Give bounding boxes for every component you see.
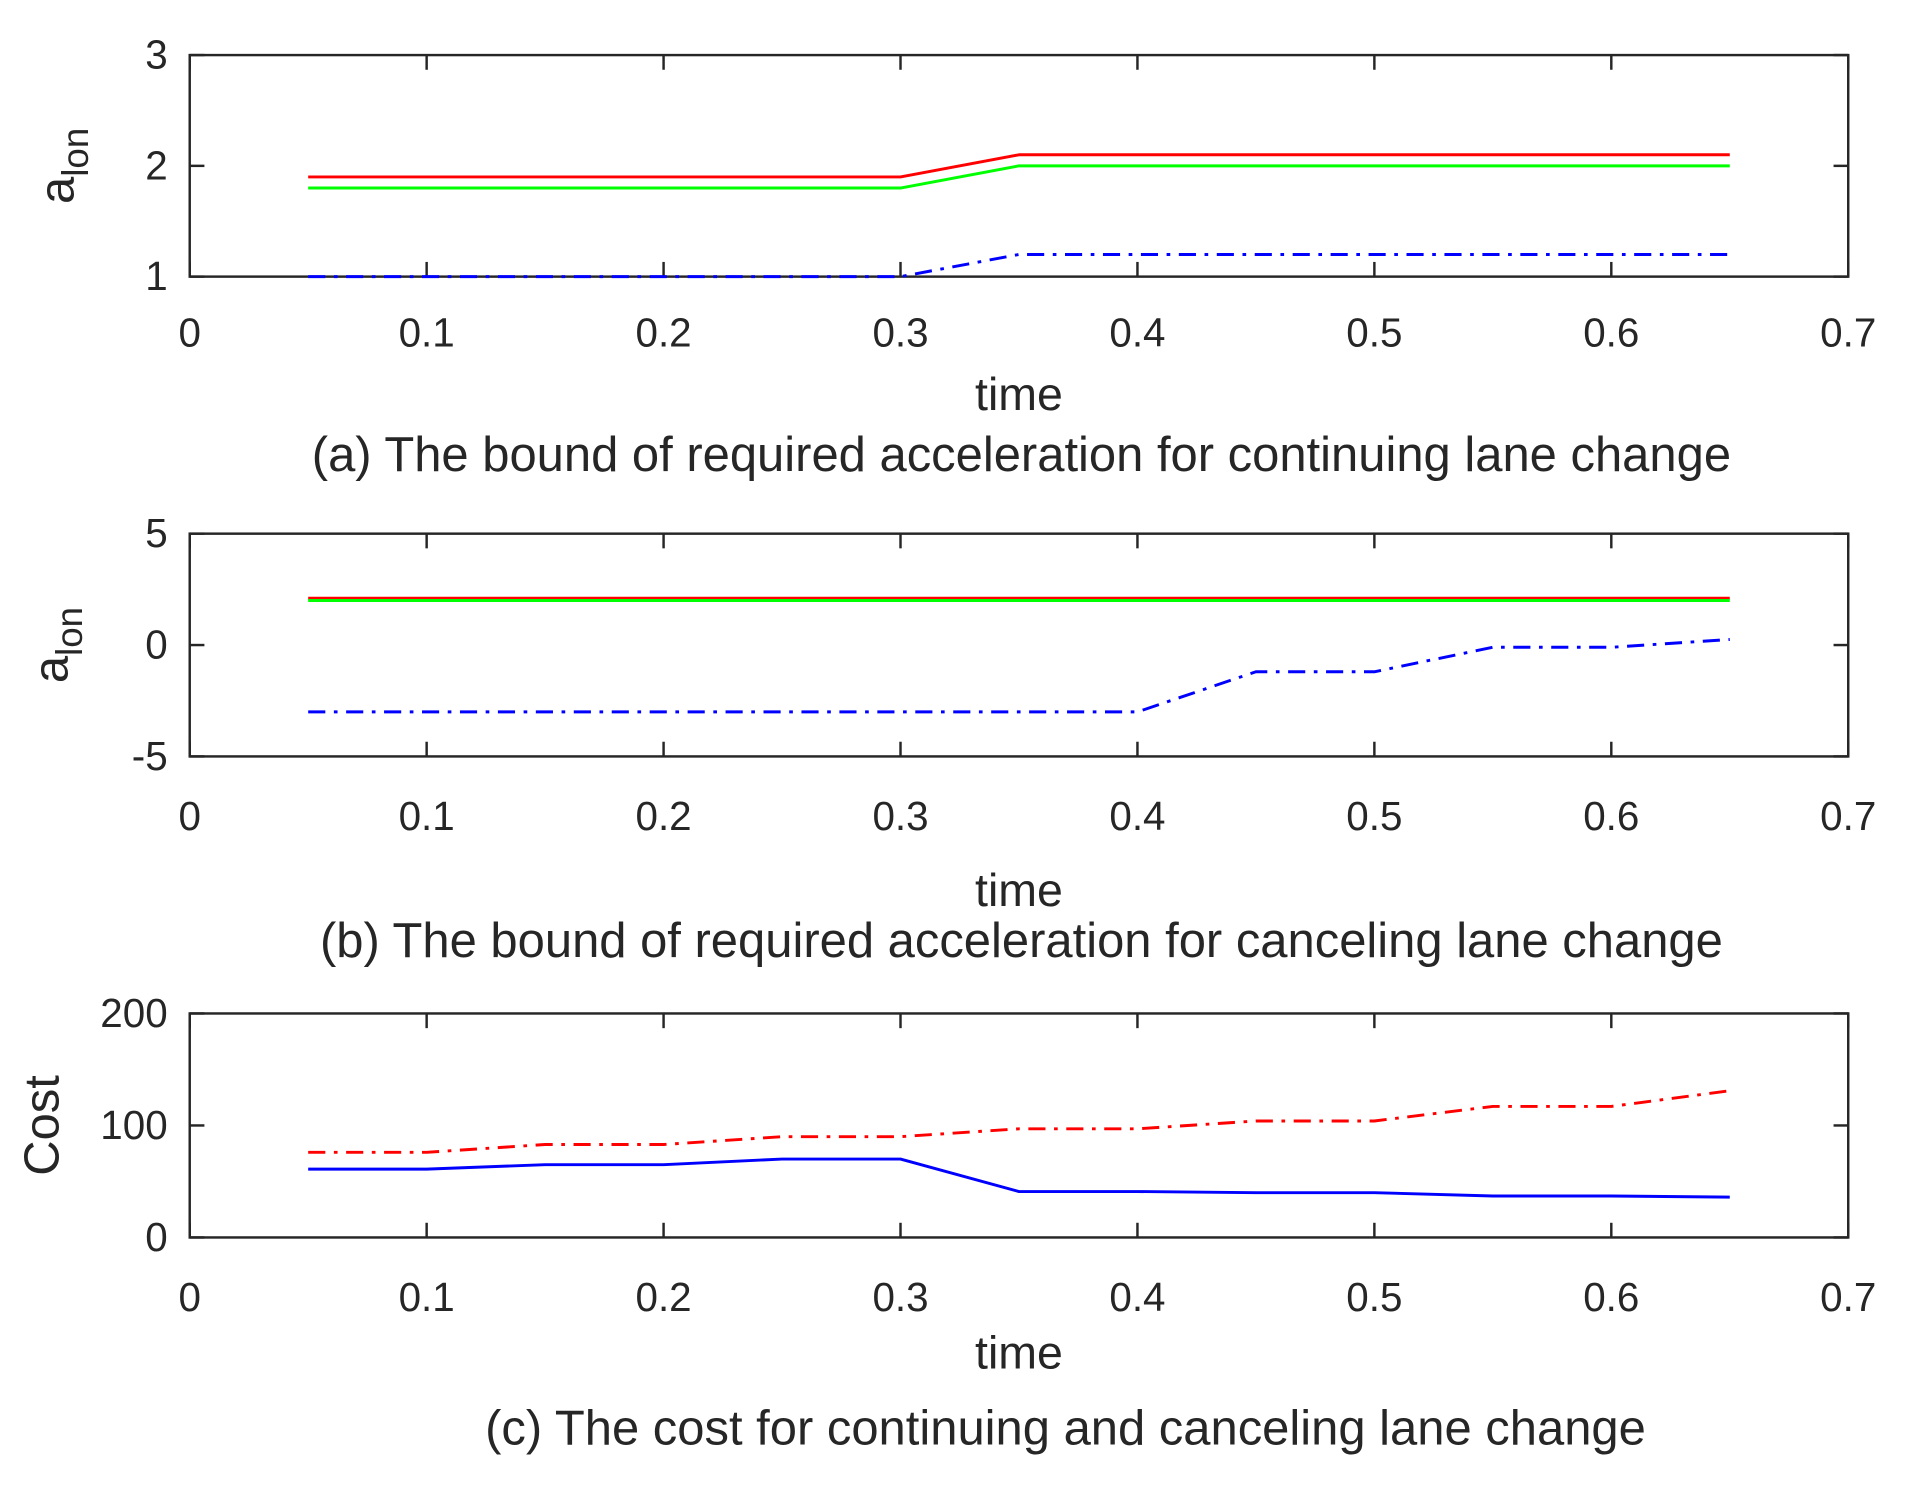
series-line-1 [308,1089,1730,1154]
y-axis-label-subscript: lon [55,128,96,177]
x-tick-label: 0.6 [1583,793,1639,839]
y-tick-label: 0 [145,622,167,668]
series-line-2 [308,164,1730,190]
x-tick-label: 0.4 [1109,793,1165,839]
series-line-3 [308,253,1730,279]
x-tick-label: 0.7 [1820,1274,1876,1320]
x-tick-label: 0.7 [1820,793,1876,839]
series-line-1 [308,153,1730,179]
x-tick-label: 0.1 [399,1274,455,1320]
y-tick-label: 2 [145,142,167,188]
x-tick-label: 0.7 [1820,309,1876,355]
x-tick-label: 0 [178,1274,200,1320]
x-tick-label: 0 [178,309,200,355]
x-tick-label: 0.1 [399,793,455,839]
x-tick-label: 0.3 [872,1274,928,1320]
x-tick-label: 0.2 [636,1274,692,1320]
series-line-2 [308,1157,1730,1199]
x-tick-label: 0.3 [872,309,928,355]
x-axis-label: time [975,368,1063,420]
y-axis-label: Cost [16,1075,70,1176]
y-tick-label: -5 [132,733,168,779]
axes-box [188,532,1850,758]
x-tick-label: 0.2 [636,793,692,839]
y-tick-label: 3 [145,32,167,78]
x-tick-label: 0.5 [1346,309,1402,355]
x-tick-label: 0.5 [1346,793,1402,839]
x-tick-label: 0.2 [636,309,692,355]
y-axis-label-subscript: lon [49,607,90,656]
x-tick-label: 0.6 [1583,1274,1639,1320]
x-tick-label: 0.5 [1346,1274,1402,1320]
subplot-1: 0 0.1 0.2 0.3 0.4 0.5 0.6 0.7 1 2 3 time alon (a) The… [30,32,1876,483]
subplot-caption: (a) The bound of required acceleration f… [312,428,1731,482]
y-tick-label: 200 [100,990,167,1036]
x-tick-label: 0.3 [872,793,928,839]
x-tick-label: 0.6 [1583,309,1639,355]
x-tick-label: 0 [178,793,200,839]
y-axis-label: alon [30,128,96,204]
axes-box [188,1012,1850,1239]
subplot-caption: (c) The cost for continuing and cancelin… [485,1401,1646,1455]
x-tick-label: 0.1 [399,309,455,355]
x-tick-label: 0.4 [1109,1274,1165,1320]
x-tick-label: 0.4 [1109,309,1165,355]
y-axis-label: alon [24,607,90,683]
y-tick-label: 1 [145,253,167,299]
subplot-caption: (b) The bound of required acceleration f… [320,914,1723,968]
series-line-3 [308,638,1730,714]
y-tick-label: 0 [145,1214,167,1260]
y-tick-label: 100 [100,1102,167,1148]
subplot-3: 0 0.1 0.2 0.3 0.4 0.5 0.6 0.7 0 100 200 time Cost (c)… [16,990,1877,1455]
x-axis-label: time [975,864,1063,916]
x-axis-label: time [975,1326,1063,1378]
y-tick-label: 5 [145,510,167,556]
